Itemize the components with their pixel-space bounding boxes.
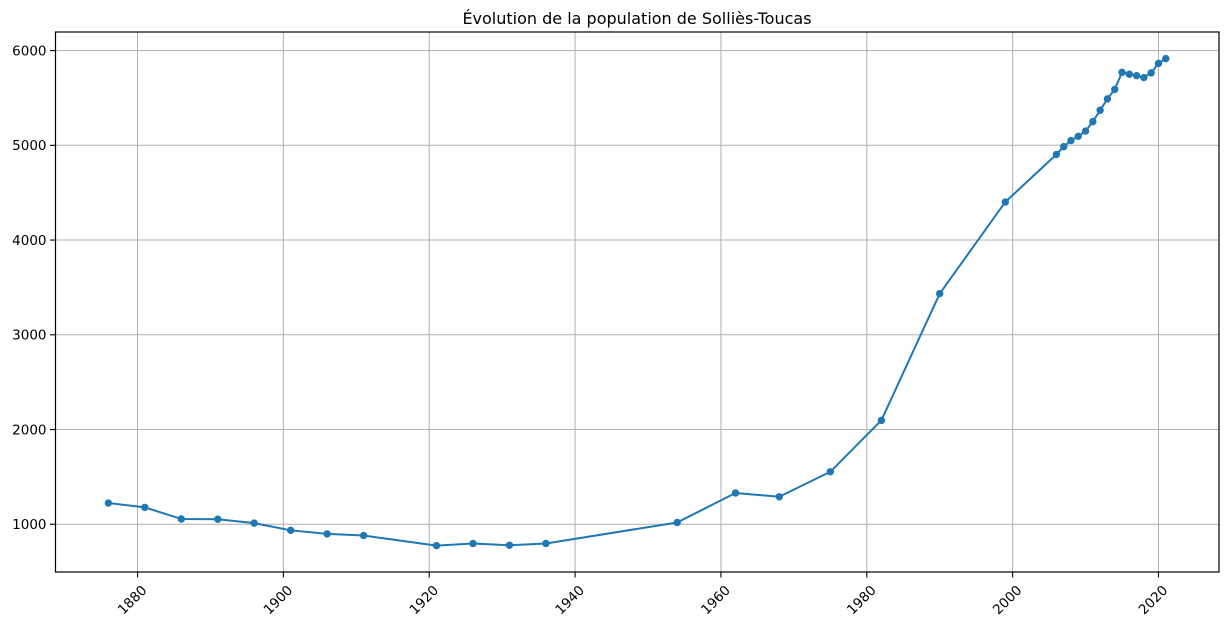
data-point-2010 [1081,127,1090,135]
x-tick-label-2020: 2020 [1136,583,1172,619]
data-point-1931 [505,541,514,549]
data-point-1876 [104,499,113,507]
y-tick-label-2000: 2000 [12,422,46,438]
data-point-1975 [826,468,835,476]
y-tick-label-5000: 5000 [12,138,46,154]
x-tick-label-1880: 1880 [115,583,151,619]
y-tick-label-3000: 3000 [12,328,46,344]
data-point-1906 [323,530,331,538]
x-tick-label-1940: 1940 [552,583,588,619]
data-point-1886 [177,515,185,523]
x-tick-label-1920: 1920 [406,583,442,619]
data-point-2017 [1132,71,1141,80]
y-tick-label-4000: 4000 [12,233,46,249]
population-line [107,57,1167,547]
data-point-2011 [1089,117,1097,126]
axes-layer [50,31,1220,578]
data-point-2021 [1162,54,1170,63]
data-point-1921 [432,541,441,550]
data-point-1982 [877,416,886,425]
chart-title: Évolution de la population de Solliès-To… [462,9,811,28]
data-point-1901 [286,526,295,535]
data-point-2012 [1096,106,1104,114]
data-point-1990 [936,289,944,298]
data-point-1881 [141,503,149,512]
data-point-2007 [1059,143,1068,151]
data-point-2018 [1140,73,1148,82]
axes-frame [54,31,1220,573]
data-point-2013 [1103,95,1112,103]
y-tick-label-1000: 1000 [12,517,46,533]
y-tick-label-6000: 6000 [12,43,46,59]
data-point-1962 [731,489,740,497]
grid-layer [55,32,1219,572]
data-point-2006 [1052,150,1061,159]
data-point-1936 [542,539,550,548]
data-point-2009 [1074,132,1082,141]
data-point-1999 [1001,198,1010,206]
data-point-1891 [214,515,222,523]
data-point-2008 [1067,136,1075,145]
data-point-1911 [359,531,368,540]
x-tick-label-1960: 1960 [698,583,734,619]
data-layer [104,54,1170,550]
x-tick-label-2000: 2000 [990,583,1026,619]
data-point-1968 [775,493,783,501]
x-tick-label-1900: 1900 [261,583,297,619]
data-point-2020 [1154,59,1163,68]
tick-label-layer: 1880 1900 1920 1940 1960 1980 2000 2020 1000 2000… [12,43,1171,618]
data-point-1954 [673,518,681,527]
data-point-1926 [469,539,477,548]
data-point-2016 [1125,70,1134,78]
data-point-2015 [1118,68,1126,77]
data-point-2019 [1147,69,1155,77]
data-point-1896 [250,519,258,527]
data-point-2014 [1111,85,1119,94]
x-tick-label-1980: 1980 [844,583,880,619]
